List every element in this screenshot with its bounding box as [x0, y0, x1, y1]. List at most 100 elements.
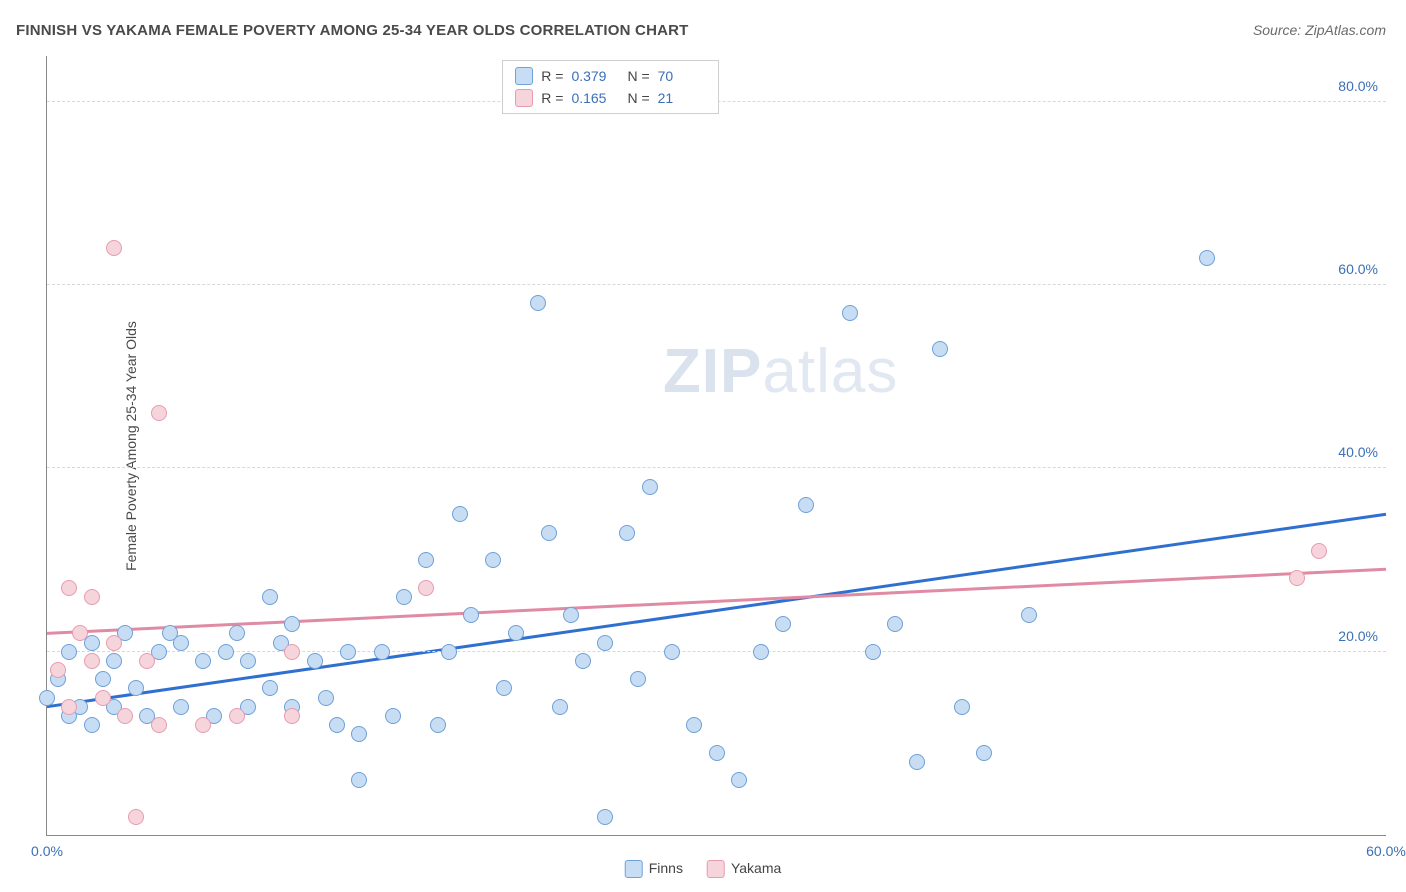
data-point [195, 717, 211, 733]
watermark-zip: ZIP [663, 337, 762, 406]
legend-top: R = 0.379N = 70R = 0.165N = 21 [502, 60, 718, 114]
data-point [496, 680, 512, 696]
data-point [351, 726, 367, 742]
data-point [151, 717, 167, 733]
x-tick-label: 60.0% [1366, 843, 1406, 859]
data-point [976, 745, 992, 761]
data-point [84, 717, 100, 733]
data-point [932, 341, 948, 357]
data-point [575, 653, 591, 669]
data-point [284, 708, 300, 724]
y-tick-label: 20.0% [1338, 628, 1378, 644]
data-point [229, 625, 245, 641]
data-point [430, 717, 446, 733]
legend-n-value: 21 [658, 90, 706, 106]
watermark: ZIPatlas [663, 336, 898, 407]
data-point [1311, 543, 1327, 559]
data-point [151, 405, 167, 421]
data-point [541, 525, 557, 541]
data-point [128, 809, 144, 825]
data-point [385, 708, 401, 724]
data-point [106, 635, 122, 651]
trend-line [47, 569, 1386, 633]
data-point [128, 680, 144, 696]
chart-title: FINNISH VS YAKAMA FEMALE POVERTY AMONG 2… [16, 22, 689, 39]
data-point [61, 644, 77, 660]
data-point [842, 305, 858, 321]
legend-label: Finns [649, 860, 683, 876]
legend-r-label: R = [541, 68, 563, 84]
data-point [731, 772, 747, 788]
legend-item-finns: Finns [625, 860, 683, 878]
data-point [709, 745, 725, 761]
data-point [84, 589, 100, 605]
legend-n-label: N = [627, 90, 649, 106]
data-point [686, 717, 702, 733]
data-point [485, 552, 501, 568]
legend-r-value: 0.165 [571, 90, 619, 106]
trend-lines [47, 56, 1386, 835]
data-point [106, 653, 122, 669]
data-point [173, 635, 189, 651]
data-point [307, 653, 323, 669]
data-point [865, 644, 881, 660]
data-point [117, 708, 133, 724]
data-point [284, 616, 300, 632]
data-point [597, 635, 613, 651]
y-tick-label: 40.0% [1338, 444, 1378, 460]
data-point [418, 552, 434, 568]
data-point [262, 589, 278, 605]
data-point [887, 616, 903, 632]
data-point [218, 644, 234, 660]
data-point [240, 653, 256, 669]
swatch-icon [515, 89, 533, 107]
gridline [47, 651, 1386, 652]
data-point [909, 754, 925, 770]
legend-item-yakama: Yakama [707, 860, 781, 878]
swatch-icon [707, 860, 725, 878]
data-point [630, 671, 646, 687]
data-point [798, 497, 814, 513]
gridline [47, 467, 1386, 468]
data-point [50, 662, 66, 678]
data-point [530, 295, 546, 311]
plot-area: ZIPatlas 20.0%40.0%60.0%80.0%0.0%60.0%R … [46, 56, 1386, 836]
data-point [106, 240, 122, 256]
data-point [642, 479, 658, 495]
data-point [1199, 250, 1215, 266]
data-point [374, 644, 390, 660]
gridline [47, 284, 1386, 285]
data-point [664, 644, 680, 660]
swatch-icon [515, 67, 533, 85]
legend-label: Yakama [731, 860, 781, 876]
data-point [351, 772, 367, 788]
data-point [396, 589, 412, 605]
data-point [954, 699, 970, 715]
legend-row: R = 0.379N = 70 [515, 65, 705, 87]
data-point [284, 644, 300, 660]
data-point [61, 580, 77, 596]
data-point [775, 616, 791, 632]
legend-bottom: Finns Yakama [625, 860, 782, 878]
data-point [229, 708, 245, 724]
legend-r-label: R = [541, 90, 563, 106]
data-point [597, 809, 613, 825]
swatch-icon [625, 860, 643, 878]
data-point [619, 525, 635, 541]
data-point [452, 506, 468, 522]
data-point [753, 644, 769, 660]
source-label: Source: ZipAtlas.com [1253, 22, 1386, 38]
data-point [72, 625, 88, 641]
y-tick-label: 60.0% [1338, 261, 1378, 277]
data-point [84, 653, 100, 669]
data-point [1021, 607, 1037, 623]
watermark-atlas: atlas [762, 337, 898, 406]
legend-n-value: 70 [658, 68, 706, 84]
legend-row: R = 0.165 N = 21 [515, 87, 705, 109]
data-point [139, 653, 155, 669]
data-point [563, 607, 579, 623]
data-point [61, 699, 77, 715]
data-point [262, 680, 278, 696]
legend-n-label: N = [627, 68, 649, 84]
data-point [95, 671, 111, 687]
